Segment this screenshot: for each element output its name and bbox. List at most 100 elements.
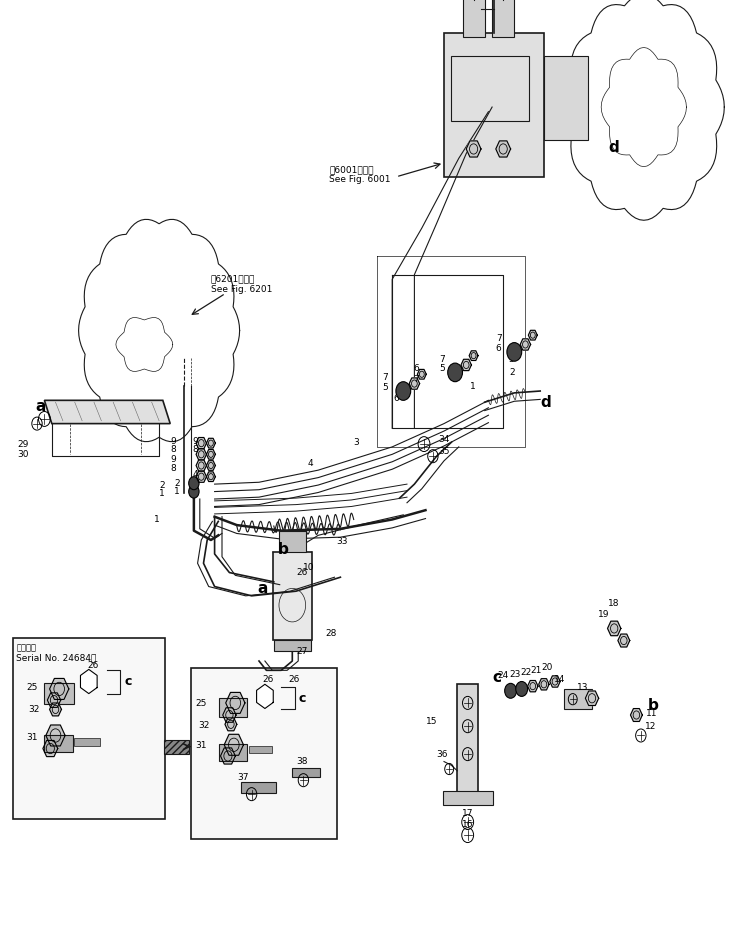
Text: 1: 1 [174,487,180,496]
Polygon shape [417,370,426,379]
Bar [462,0,485,37]
Text: 第6201図参照: 第6201図参照 [211,275,255,284]
Circle shape [396,382,411,400]
Polygon shape [46,725,65,746]
Bar [240,782,276,793]
Text: 9: 9 [170,455,176,465]
Bar [191,668,337,839]
Text: 27: 27 [296,647,307,656]
Text: b: b [278,542,289,557]
Text: 31: 31 [27,733,38,742]
Text: 5: 5 [382,383,388,392]
Text: 2: 2 [509,368,515,377]
Text: 38: 38 [296,757,308,766]
Text: 26: 26 [87,661,98,670]
Text: Serial No. 24684～: Serial No. 24684～ [16,654,97,663]
Polygon shape [206,450,215,459]
Bar [164,740,189,754]
Text: 1: 1 [470,382,476,391]
Polygon shape [585,691,599,706]
Text: 17: 17 [462,809,474,818]
Text: 6: 6 [508,344,514,353]
Polygon shape [618,634,630,647]
Polygon shape [539,679,549,690]
Text: 6: 6 [496,344,502,353]
Polygon shape [528,331,537,340]
Text: 18: 18 [608,599,620,608]
Text: c: c [299,692,306,705]
Text: 6: 6 [413,364,419,373]
Text: c: c [124,675,132,688]
Bar [443,791,493,805]
Text: 14: 14 [554,675,565,684]
Bar [273,551,312,641]
Text: 33: 33 [337,537,349,546]
Text: 32: 32 [198,721,209,730]
Bar [13,638,165,819]
Bar [492,0,514,37]
Text: 7: 7 [382,373,388,383]
Bar [44,735,73,752]
Polygon shape [196,471,206,482]
Polygon shape [466,141,481,157]
Text: d: d [608,140,619,155]
Text: 4: 4 [192,470,198,479]
Text: 20: 20 [542,663,553,672]
Text: 1: 1 [159,489,165,498]
Bar [219,698,247,717]
Text: 5: 5 [508,355,514,364]
Bar [444,33,544,177]
Polygon shape [50,703,61,716]
Text: 5: 5 [439,364,445,373]
Text: 3: 3 [353,438,359,447]
Circle shape [189,485,199,498]
Text: 35: 35 [438,447,450,456]
Polygon shape [196,460,206,471]
Text: 16: 16 [462,820,474,830]
Bar [279,531,306,551]
Text: 32: 32 [28,705,39,714]
Text: 7: 7 [439,355,445,364]
Polygon shape [257,684,273,708]
Text: 31: 31 [195,741,207,750]
Text: 29: 29 [18,439,29,449]
Text: 26: 26 [289,675,300,684]
Text: See Fig. 6001: See Fig. 6001 [329,175,391,184]
Text: 19: 19 [598,610,610,619]
Bar [74,738,100,746]
Bar [457,684,478,805]
Bar [44,683,74,704]
Text: 21: 21 [531,666,542,675]
Text: 25: 25 [26,682,37,692]
Text: a: a [36,399,46,414]
Text: 11: 11 [646,708,658,718]
Polygon shape [206,439,215,448]
Bar [274,641,311,652]
Bar [292,768,320,777]
Text: c: c [492,670,501,685]
Text: 3: 3 [192,479,198,489]
Text: 23: 23 [509,669,520,679]
Bar [451,56,529,121]
Polygon shape [196,438,206,449]
Circle shape [448,363,462,382]
Polygon shape [50,679,69,699]
Polygon shape [221,748,235,764]
Polygon shape [224,735,243,755]
Text: 9: 9 [170,437,176,446]
Text: 7: 7 [413,375,419,385]
Text: 37: 37 [237,773,249,782]
Bar [249,746,272,753]
Polygon shape [225,718,237,731]
Polygon shape [81,669,97,694]
Text: 34: 34 [438,435,449,444]
Text: 8: 8 [170,464,176,473]
Text: 28: 28 [326,628,337,638]
Polygon shape [630,708,642,722]
Text: a: a [258,581,268,596]
Text: 26: 26 [262,675,273,684]
Text: 30: 30 [18,450,30,459]
Text: 15: 15 [425,717,437,726]
Text: 24: 24 [497,671,508,681]
Bar [544,56,588,140]
